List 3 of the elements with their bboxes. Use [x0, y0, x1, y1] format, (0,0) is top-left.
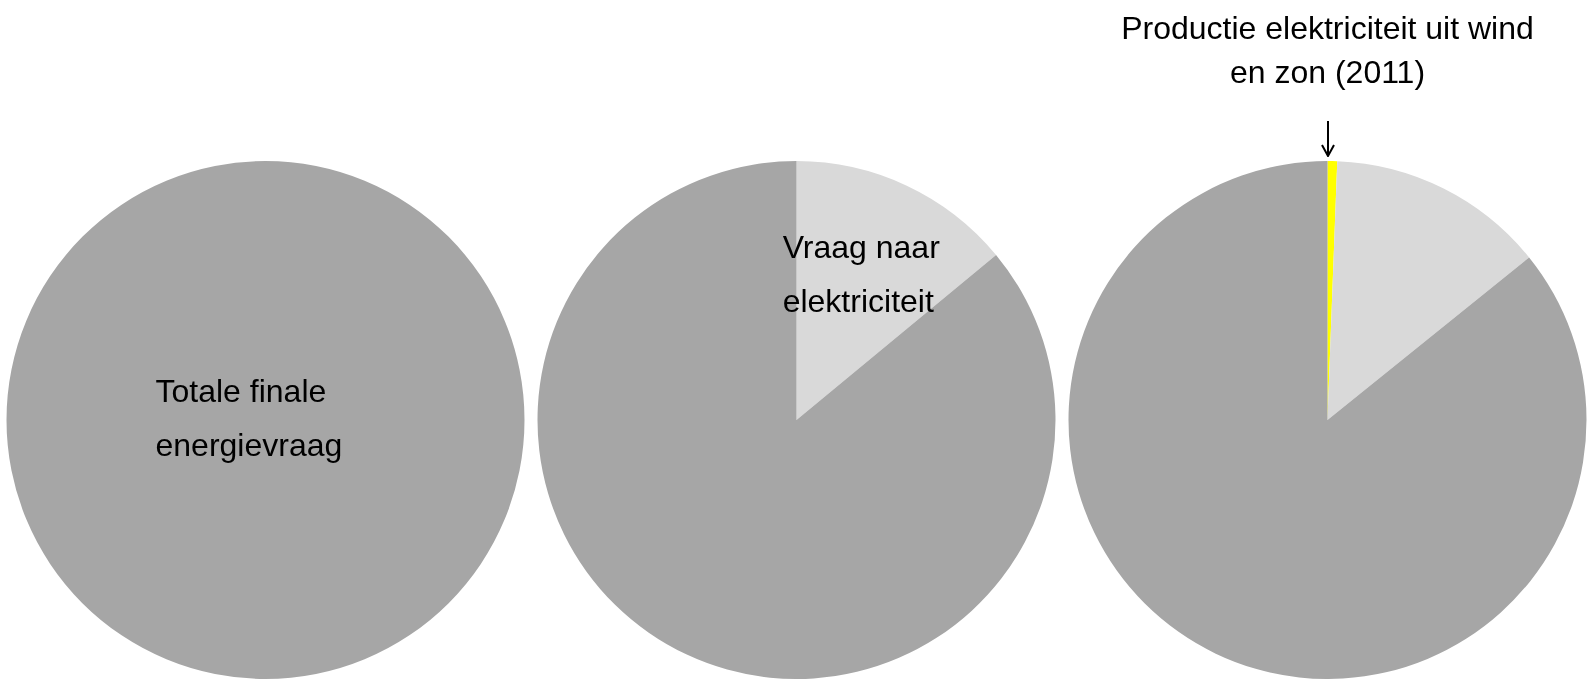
slice-label: Productie elektriciteit uit wind en zon (2011): [1121, 9, 1534, 90]
slice-label: Vraag naar elektriciteit: [782, 229, 941, 320]
slice-label: Totale finale energievraag: [155, 372, 343, 463]
